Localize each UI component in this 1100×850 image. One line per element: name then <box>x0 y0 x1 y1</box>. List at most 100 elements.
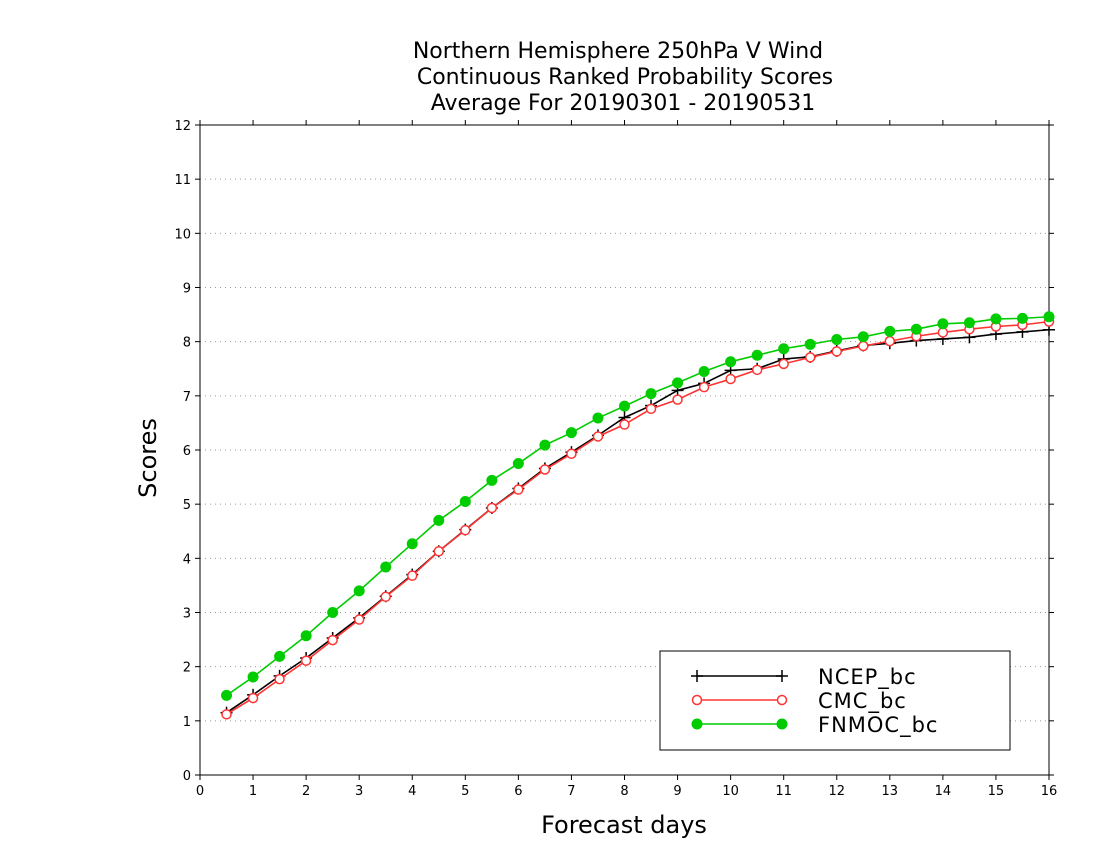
data-point-fnmoc-bc <box>884 325 896 337</box>
data-point-fnmoc-bc <box>247 671 259 683</box>
data-point-cmc-bc <box>300 655 312 666</box>
x-tick-label: 14 <box>935 784 952 799</box>
data-point-fnmoc-bc <box>565 427 577 439</box>
data-point-cmc-bc <box>778 358 789 370</box>
data-point-fnmoc-bc <box>831 334 843 345</box>
title-line-3: Average For 20190301 - 20190531 <box>431 91 816 116</box>
y-tick-label: 1 <box>183 715 191 730</box>
x-tick-label: 13 <box>882 784 899 799</box>
data-point-fnmoc-bc <box>910 323 922 335</box>
data-point-fnmoc-bc <box>380 561 392 573</box>
gridlines <box>200 178 1049 722</box>
y-axis-title: Scores <box>134 418 162 498</box>
legend-marker <box>691 694 703 706</box>
series-line-fnmoc-bc <box>226 315 1050 697</box>
y-tick-label: 8 <box>183 336 191 351</box>
data-point-fnmoc-bc <box>751 349 763 361</box>
y-tick-label: 5 <box>183 498 191 513</box>
y-tick-label: 6 <box>183 444 191 459</box>
y-tick-label: 7 <box>183 390 191 405</box>
data-point-fnmoc-bc <box>459 495 471 507</box>
data-point-cmc-bc <box>804 352 816 363</box>
x-tick-label: 11 <box>775 784 792 799</box>
x-tick-labels: 0 1 2 3 4 5 6 7 8 9 10 11 12 13 14 15 16 <box>196 784 1057 799</box>
data-point-cmc-bc <box>725 373 736 385</box>
data-point-cmc-bc <box>433 546 445 557</box>
x-tick-label: 7 <box>567 784 575 799</box>
x-tick-label: 4 <box>408 784 416 799</box>
legend-marker <box>691 718 703 730</box>
legend-label: CMC_bc <box>818 689 907 714</box>
x-tick-label: 0 <box>196 784 204 799</box>
legend-item-ncep-bc: NCEP_bc <box>691 665 917 690</box>
x-tick-label: 10 <box>722 784 739 799</box>
title-line-1: Northern Hemisphere 250hPa V Wind <box>413 39 823 64</box>
series-layer <box>220 311 1055 720</box>
legend-marker <box>776 670 788 682</box>
y-tick-label: 2 <box>183 661 191 676</box>
data-point-cmc-bc <box>327 634 338 646</box>
y-tick-label: 4 <box>183 552 191 567</box>
data-point-fnmoc-bc <box>592 412 604 424</box>
data-point-cmc-bc <box>619 419 630 430</box>
x-tick-label: 9 <box>673 784 681 799</box>
x-tick-label: 15 <box>988 784 1005 799</box>
data-point-cmc-bc <box>751 364 763 376</box>
data-point-fnmoc-bc <box>698 365 710 377</box>
data-point-fnmoc-bc <box>486 474 498 486</box>
data-point-cmc-bc <box>460 524 471 536</box>
data-point-fnmoc-bc <box>300 630 312 642</box>
y-tick-label: 9 <box>183 282 191 297</box>
x-tick-label: 3 <box>355 784 363 799</box>
series-fnmoc-bc <box>221 311 1055 701</box>
y-tick-label: 3 <box>183 607 191 622</box>
data-point-cmc-bc <box>539 464 551 475</box>
data-point-cmc-bc <box>858 340 869 352</box>
data-point-cmc-bc <box>672 394 683 405</box>
data-point-cmc-bc <box>247 692 259 704</box>
data-point-cmc-bc <box>380 591 391 603</box>
legend-marker <box>776 694 788 706</box>
data-point-cmc-bc <box>407 570 418 581</box>
axis-ticks <box>195 120 1054 780</box>
x-tick-label: 16 <box>1041 784 1058 799</box>
data-point-fnmoc-bc <box>619 400 630 412</box>
data-point-fnmoc-bc <box>804 338 816 350</box>
data-point-cmc-bc <box>513 484 524 495</box>
data-point-fnmoc-bc <box>778 343 790 355</box>
data-point-fnmoc-bc <box>857 331 869 343</box>
data-point-fnmoc-bc <box>1016 312 1028 324</box>
data-point-cmc-bc <box>221 709 232 720</box>
data-point-fnmoc-bc <box>327 607 339 618</box>
data-point-fnmoc-bc <box>433 514 445 526</box>
data-point-fnmoc-bc <box>990 313 1002 325</box>
data-point-fnmoc-bc <box>539 439 551 451</box>
data-point-cmc-bc <box>698 381 710 393</box>
y-tick-label: 11 <box>174 173 191 188</box>
legend-item-cmc-bc: CMC_bc <box>691 689 907 714</box>
data-point-fnmoc-bc <box>1043 311 1055 323</box>
x-tick-label: 6 <box>514 784 522 799</box>
data-point-fnmoc-bc <box>672 377 684 389</box>
x-axis-title: Forecast days <box>541 811 707 839</box>
y-tick-label: 10 <box>174 227 191 242</box>
data-point-fnmoc-bc <box>353 585 365 597</box>
data-point-cmc-bc <box>645 403 657 415</box>
data-point-cmc-bc <box>937 327 949 338</box>
data-point-cmc-bc <box>831 346 842 357</box>
legend-marker <box>691 670 703 682</box>
legend-item-fnmoc-bc: FNMOC_bc <box>691 713 937 738</box>
data-point-cmc-bc <box>486 502 498 514</box>
y-tick-label: 0 <box>183 769 191 784</box>
chart-title: Northern Hemisphere 250hPa V Wind Contin… <box>413 39 833 116</box>
x-tick-label: 5 <box>461 784 469 799</box>
data-point-fnmoc-bc <box>406 538 418 550</box>
x-tick-label: 12 <box>828 784 845 799</box>
data-point-cmc-bc <box>274 673 285 685</box>
legend-label: NCEP_bc <box>818 665 917 690</box>
data-point-cmc-bc <box>884 335 896 347</box>
